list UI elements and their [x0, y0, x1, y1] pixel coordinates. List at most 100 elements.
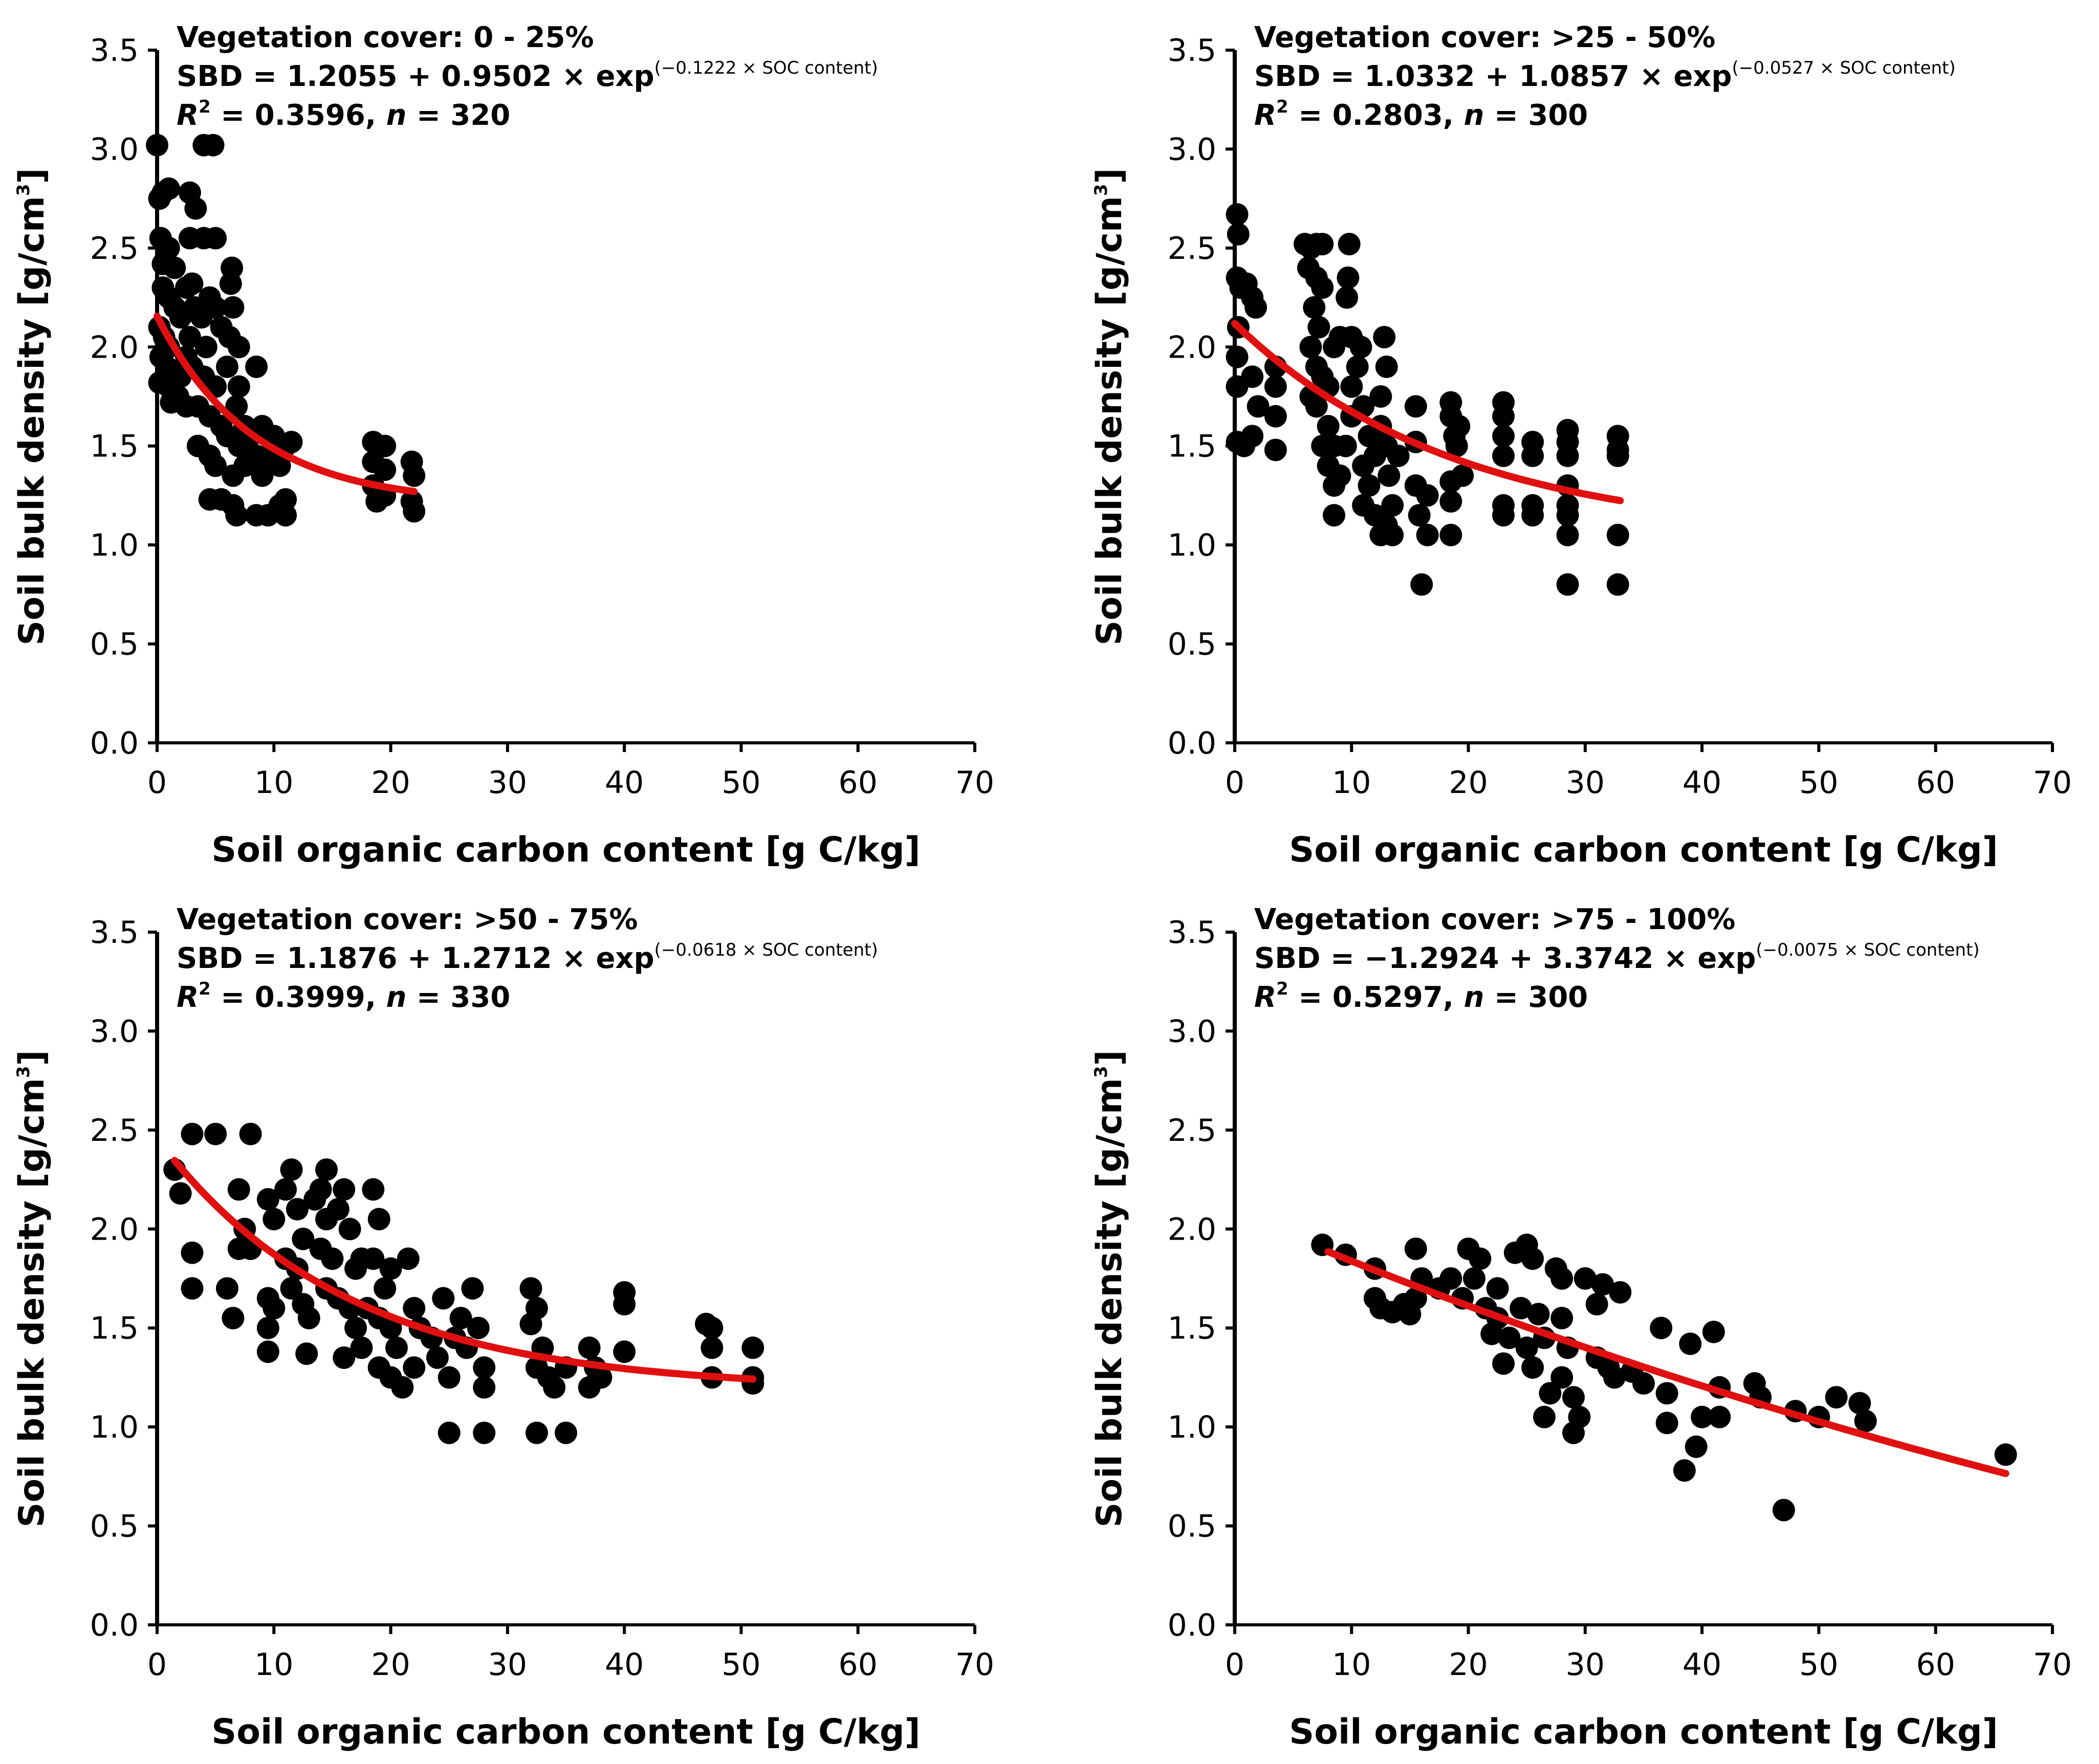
data-point: [403, 464, 426, 487]
data-point: [519, 1312, 542, 1335]
data-point: [403, 1297, 426, 1320]
data-point: [263, 1207, 286, 1230]
data-point: [1492, 1352, 1515, 1375]
data-point: [263, 1297, 286, 1320]
data-point: [1486, 1277, 1509, 1300]
y-axis-label-bracket: ]: [12, 1050, 52, 1066]
y-tick-label: 0.0: [1168, 1607, 1216, 1643]
data-point: [1338, 233, 1361, 256]
data-point: [1854, 1409, 1877, 1432]
data-point: [1358, 474, 1381, 497]
data-point: [403, 500, 426, 523]
panel-title: Vegetation cover: >25 - 50%: [1254, 21, 1715, 54]
y-axis-label-superscript: 3: [1091, 1066, 1111, 1078]
data-point: [555, 1421, 577, 1444]
data-point: [1691, 1405, 1714, 1428]
r2-value: = 0.5297,: [1288, 981, 1464, 1014]
y-tick-label: 3.0: [90, 131, 139, 167]
data-point: [1702, 1320, 1725, 1343]
y-tick-label: 0.5: [90, 1509, 139, 1545]
data-point: [1323, 474, 1346, 497]
data-point: [701, 1336, 724, 1359]
data-point: [1439, 490, 1462, 513]
data-point: [350, 1336, 373, 1359]
x-tick-label: 0: [147, 765, 167, 801]
y-axis-label-superscript: 3: [1091, 184, 1111, 196]
x-tick-label: 40: [605, 1647, 644, 1683]
data-point: [1408, 504, 1431, 527]
x-axis-label: Soil organic carbon content [g C/kg]: [211, 830, 921, 870]
data-point: [426, 1346, 449, 1369]
x-tick-label: 10: [1332, 1647, 1371, 1683]
data-point: [274, 1178, 297, 1201]
data-point: [1515, 1336, 1538, 1359]
data-point: [1387, 445, 1410, 468]
data-point: [256, 1316, 279, 1339]
data-point: [467, 1316, 490, 1339]
n-symbol: n: [1464, 981, 1484, 1014]
y-axis-label-text: Soil bulk density [g/cm: [12, 196, 52, 646]
data-point: [245, 355, 268, 378]
x-axis-label: Soil organic carbon content [g C/kg]: [1289, 830, 1998, 870]
n-value: = 330: [406, 981, 510, 1014]
data-point: [1226, 375, 1249, 398]
fit-curve: [154, 313, 418, 495]
data-point: [1416, 484, 1439, 507]
r2-symbol: R: [177, 99, 199, 132]
x-tick-label: 60: [839, 1647, 878, 1683]
data-point: [1606, 445, 1629, 468]
data-point: [1498, 1327, 1521, 1350]
data-point: [473, 1376, 496, 1399]
fit-statistics: R2 = 0.5297, n = 300: [1254, 979, 1588, 1014]
y-axis-label-superscript: 3: [13, 184, 34, 196]
data-point: [1655, 1412, 1678, 1435]
fit-equation: SBD = 1.2055 + 0.9502 × exp(−0.1222 × SO…: [177, 58, 878, 93]
data-point: [227, 336, 250, 359]
data-point: [1311, 434, 1334, 457]
r2-superscript: 2: [1276, 97, 1288, 117]
n-value: = 300: [1484, 99, 1588, 132]
data-point: [225, 504, 248, 527]
y-tick-label: 0.0: [90, 1607, 139, 1643]
data-point: [362, 1178, 385, 1201]
x-tick-label: 0: [1225, 1647, 1244, 1683]
y-axis-label-superscript: 3: [13, 1066, 34, 1078]
data-point: [1334, 434, 1357, 457]
data-point: [391, 1376, 414, 1399]
data-point: [333, 1346, 356, 1369]
data-point: [1556, 504, 1579, 527]
data-point: [280, 1277, 303, 1300]
data-point: [1848, 1392, 1871, 1415]
data-point: [204, 1122, 227, 1145]
data-point: [1244, 296, 1267, 319]
fit-curve: [1231, 320, 1624, 504]
data-point: [374, 458, 397, 481]
chart-panel-3: 0.0 0.5 1.0 1.5 2.0 2.5 3.0 3.5 0 10 20 30 40 50 60 70 S…: [12, 903, 994, 1752]
y-tick-label: 2.0: [90, 329, 139, 365]
y-tick-label: 0.0: [1168, 725, 1216, 761]
data-point: [1825, 1386, 1848, 1409]
r2-symbol: R: [1254, 99, 1276, 132]
x-tick-label: 70: [955, 765, 994, 801]
data-point: [1311, 276, 1334, 299]
x-tick-label: 30: [488, 765, 527, 801]
data-point: [222, 1307, 245, 1330]
data-point: [178, 325, 201, 348]
fit-equation-text: SBD = 1.2055 + 0.9502 × exp: [177, 60, 654, 93]
data-point: [1510, 1297, 1533, 1320]
chart-panel-2: 0.0 0.5 1.0 1.5 2.0 2.5 3.0 3.5 0 10 20 30 40 50 60 70 S…: [1089, 21, 2072, 870]
data-point: [1562, 1386, 1585, 1409]
data-point: [274, 488, 297, 511]
data-point: [256, 1188, 279, 1211]
data-point: [157, 177, 180, 200]
y-tick-label: 3.0: [90, 1013, 139, 1049]
data-point: [1585, 1293, 1608, 1316]
y-tick-label: 1.0: [90, 527, 139, 563]
n-symbol: n: [386, 981, 407, 1014]
data-point: [1556, 445, 1579, 468]
data-point: [1556, 523, 1579, 546]
data-point: [274, 504, 297, 527]
y-axis-label-text: Soil bulk density [g/cm: [1089, 196, 1130, 646]
x-tick-label: 50: [721, 1647, 760, 1683]
